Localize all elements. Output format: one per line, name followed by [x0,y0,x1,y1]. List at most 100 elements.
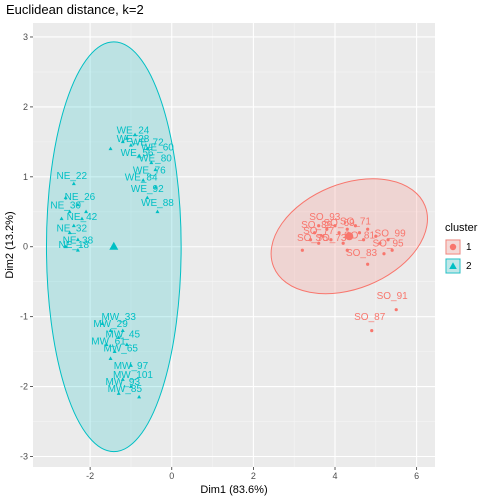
axes: -2 0 2 4 6 -3 -2 -1 0 1 2 3 [20,32,419,481]
point-label: NE_30 [50,200,81,211]
cluster-1-centroid [345,232,354,241]
cluster-1-point [361,238,366,242]
point-label: SO_95 [372,239,404,250]
cluster-2-point [112,349,117,353]
cluster-2-point [67,230,72,235]
cluster-1-point [374,234,378,238]
cluster-2-point [108,146,113,151]
legend: cluster 1 2 [445,222,478,274]
cluster-1-point [333,224,337,228]
y-tick-label: -1 [20,312,28,322]
legend-label-2: 2 [466,261,472,272]
point-label: SO_73 [315,233,347,244]
cluster-1-point [329,238,333,242]
cluster-1-point [325,227,329,231]
y-tick-label: 3 [23,32,28,42]
cluster-2-point [153,167,158,172]
cluster-1-point [382,252,386,256]
cluster-1-point [337,231,341,235]
cluster-1-point [370,329,374,333]
cluster-1-point [317,224,321,228]
cluster-2-point [153,185,158,189]
point-label: WE_28 [117,134,150,145]
cluster-2-point [63,244,68,249]
point-label: MW_29 [93,319,128,330]
point-label: NE_18 [59,240,90,251]
x-tick-label: 2 [251,471,256,481]
point-label: WE_92 [131,184,164,195]
cluster-2-centroid [109,241,119,250]
cluster-2-point [100,321,105,325]
cluster-2-point [71,223,76,228]
cluster-1-point [317,241,321,245]
cluster-2-point [63,195,68,200]
point-label: MW_85 [108,384,143,395]
cluster-2-point [145,146,150,151]
point-label: WE_84 [125,172,158,183]
cluster-1-point [394,308,398,312]
point-label: SO_93 [309,212,341,223]
cluster-1-point [366,227,370,231]
point-label: SO_75 [297,233,329,244]
point-label: MW_97 [114,361,149,372]
point-label: MW_45 [106,330,141,341]
point-label: WE_72 [131,137,164,148]
cluster-2-point [116,335,121,339]
x-tick-label: -2 [86,471,94,481]
cluster-1-point [345,248,349,252]
point-label: NE_22 [56,171,87,182]
point-label: NE_42 [67,212,98,223]
cluster-2-point [75,237,80,242]
cluster-2-point [124,136,129,140]
point-label: NE_38 [63,235,94,246]
cluster-2-point [120,139,125,144]
point-label: SO_81 [344,230,376,241]
cluster-2-point [124,342,129,346]
cluster-1-point [390,248,394,252]
cluster-1-point [353,224,358,228]
cluster-2-point [75,248,80,252]
cluster-2-point [128,143,133,147]
chart-title: Euclidean distance, k=2 [6,2,144,17]
x-tick-label: 4 [333,471,338,481]
cluster-2-point [128,384,133,388]
cluster-2-point [145,195,150,200]
legend-title: cluster [445,222,478,234]
cluster-2-point [137,394,142,399]
y-tick-label: 2 [23,102,28,112]
cluster-1-point [313,231,317,235]
point-label: SO_87 [354,312,386,323]
point-label: MW_61 [91,337,126,348]
x-axis-title: Dim1 (83.6%) [200,484,267,496]
cluster-2-point [120,328,125,332]
cluster-2-point [116,391,121,395]
point-label: NE_26 [65,192,96,203]
x-tick-label: 6 [414,471,419,481]
cluster-2-point [59,216,64,221]
legend-label-1: 1 [466,242,472,253]
cluster-1-point [321,234,325,238]
cluster-1-point [378,241,382,245]
point-label: MW_101 [113,370,153,381]
point-label: WE_80 [139,153,172,164]
cluster-2-point [141,178,146,182]
cluster-2-point [108,328,113,332]
point-label: MW_33 [101,312,136,323]
point-label: MW_65 [104,344,139,355]
cluster-2-point [84,209,89,214]
y-tick-label: -3 [20,452,28,462]
cluster-1-point [341,241,345,245]
point-label: SO_71 [340,216,372,227]
point-label: SO_89 [301,220,333,231]
cluster-2-point [149,160,154,165]
point-label: SO_91 [377,291,409,302]
cluster-1-point [308,238,313,242]
point-label: SO_99 [375,228,407,239]
cluster-2-point [128,363,133,367]
point-label: WE_24 [117,125,150,136]
legend-marker-2 [449,262,457,270]
cluster-2-point [67,209,72,214]
cluster-1-point [357,231,362,235]
point-label: SO_83 [346,248,378,259]
